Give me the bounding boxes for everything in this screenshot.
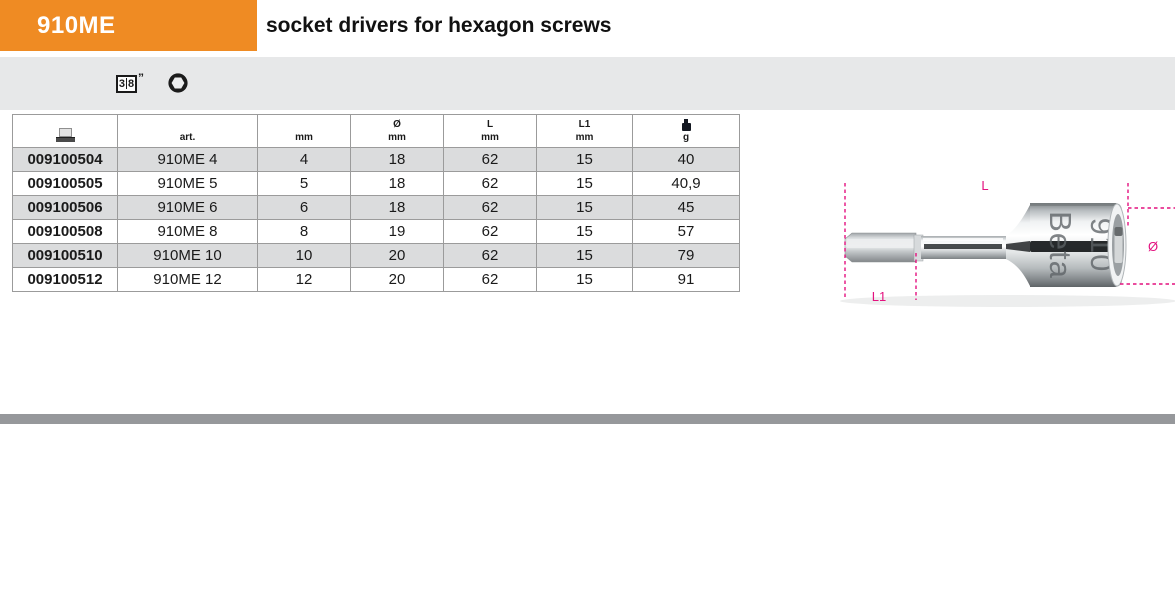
table-row: 009100510 910ME 10 10 20 62 15 79	[12, 243, 740, 268]
dim-label-l: L	[981, 178, 988, 193]
cell-length1_mm: 15	[536, 219, 633, 244]
cell-article: 910ME 8	[117, 219, 258, 244]
socket-driver-illustration: Beta 910 L L1 Ø	[840, 178, 1175, 307]
cell-diameter_mm: 19	[350, 219, 444, 244]
cell-article: 910ME 5	[117, 171, 258, 196]
table-row: 009100508 910ME 8 8 19 62 15 57	[12, 219, 740, 244]
product-code: 910ME	[37, 11, 116, 39]
cell-size_mm: 4	[257, 147, 351, 172]
cell-weight_g: 45	[632, 195, 740, 220]
cell-article: 910ME 12	[117, 267, 258, 292]
column-header-size: mm	[257, 114, 351, 148]
header-size-label: mm	[295, 131, 313, 143]
header-weight-unit: g	[682, 131, 690, 143]
cell-length1_mm: 15	[536, 171, 633, 196]
cell-size_mm: 5	[257, 171, 351, 196]
cell-length_mm: 62	[443, 147, 537, 172]
spec-table: art. mm Ø mm L mm L1 mm	[12, 114, 740, 292]
drive-numerator: 3	[118, 77, 125, 90]
cell-weight_g: 79	[632, 243, 740, 268]
drive-fraction-box: 3 8	[116, 74, 137, 93]
engraving-brand: Beta	[1043, 211, 1078, 279]
column-header-weight: g	[632, 114, 740, 148]
section-divider-bar	[0, 414, 1175, 424]
body-shadow-band	[1030, 241, 1109, 252]
cell-size_mm: 6	[257, 195, 351, 220]
cell-code: 009100508	[12, 219, 118, 244]
cell-code: 009100510	[12, 243, 118, 268]
header-length1-symbol: L1	[578, 119, 591, 130]
dim-label-diameter: Ø	[1148, 239, 1158, 254]
cell-diameter_mm: 20	[350, 243, 444, 268]
page-header: 910ME socket drivers for hexagon screws	[0, 0, 1175, 51]
table-row: 009100506 910ME 6 6 18 62 15 45	[12, 195, 740, 220]
header-length-unit: mm	[481, 131, 499, 143]
drive-denominator: 8	[128, 77, 135, 90]
table-row: 009100512 910ME 12 12 20 62 15 91	[12, 267, 740, 292]
cell-diameter_mm: 18	[350, 147, 444, 172]
column-header-diameter: Ø mm	[350, 114, 444, 148]
header-length1-unit: mm	[575, 131, 594, 143]
header-diameter-unit: mm	[388, 131, 406, 143]
cell-article: 910ME 6	[117, 195, 258, 220]
product-code-badge: 910ME	[0, 0, 257, 51]
table-header-row: art. mm Ø mm L mm L1 mm	[12, 114, 740, 148]
column-header-length: L mm	[443, 114, 537, 148]
column-header-code	[12, 114, 118, 148]
inch-mark: ”	[138, 70, 144, 85]
cell-length_mm: 62	[443, 171, 537, 196]
cell-weight_g: 40	[632, 147, 740, 172]
cell-length1_mm: 15	[536, 243, 633, 268]
cell-code: 009100504	[12, 147, 118, 172]
table-row: 009100505 910ME 5 5 18 62 15 40,9	[12, 171, 740, 196]
drive-size-strip: 3 8 ”	[0, 57, 1175, 110]
cell-size_mm: 10	[257, 243, 351, 268]
fraction-separator	[126, 78, 127, 89]
dim-label-l1: L1	[872, 289, 886, 304]
cell-code: 009100506	[12, 195, 118, 220]
header-diameter-symbol: Ø	[393, 119, 401, 130]
cell-length_mm: 62	[443, 219, 537, 244]
page-title: socket drivers for hexagon screws	[266, 13, 612, 37]
table-row: 009100504 910ME 4 4 18 62 15 40	[12, 147, 740, 172]
three-eighths-inch-drive-icon: 3 8 ”	[116, 71, 144, 93]
cell-length_mm: 62	[443, 243, 537, 268]
cell-weight_g: 40,9	[632, 171, 740, 196]
spec-table-body: 009100504 910ME 4 4 18 62 15 40 009100505 910ME …	[12, 147, 740, 292]
cell-article: 910ME 10	[117, 243, 258, 268]
header-art-label: art.	[179, 131, 196, 143]
cell-diameter_mm: 18	[350, 195, 444, 220]
cell-length1_mm: 15	[536, 147, 633, 172]
cell-size_mm: 12	[257, 267, 351, 292]
cell-diameter_mm: 18	[350, 171, 444, 196]
header-length-symbol: L	[486, 119, 494, 130]
cell-code: 009100505	[12, 171, 118, 196]
cell-length1_mm: 15	[536, 267, 633, 292]
cell-code: 009100512	[12, 267, 118, 292]
weight-icon	[681, 118, 691, 131]
cell-length_mm: 62	[443, 267, 537, 292]
cell-length_mm: 62	[443, 195, 537, 220]
socket-pictogram-icon	[54, 128, 76, 142]
cell-length1_mm: 15	[536, 195, 633, 220]
column-header-article: art.	[117, 114, 258, 148]
cell-weight_g: 57	[632, 219, 740, 244]
hexagon-socket-icon	[166, 71, 190, 95]
ground-shadow	[840, 295, 1175, 307]
product-figure: Beta 910 L L1 Ø	[818, 160, 1175, 310]
cell-size_mm: 8	[257, 219, 351, 244]
cell-diameter_mm: 20	[350, 267, 444, 292]
cell-weight_g: 91	[632, 267, 740, 292]
cell-article: 910ME 4	[117, 147, 258, 172]
column-header-length1: L1 mm	[536, 114, 633, 148]
